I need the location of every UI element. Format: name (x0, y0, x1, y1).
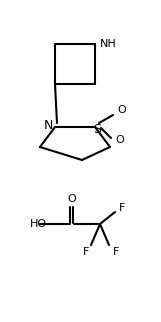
Text: HO: HO (30, 219, 47, 229)
Text: F: F (113, 247, 119, 257)
Text: N: N (43, 118, 53, 131)
Text: NH: NH (100, 39, 117, 49)
Text: F: F (83, 247, 89, 257)
Text: O: O (116, 135, 124, 145)
Text: O: O (68, 194, 76, 204)
Text: S: S (93, 122, 101, 136)
Text: O: O (118, 105, 126, 115)
Text: F: F (119, 203, 125, 213)
